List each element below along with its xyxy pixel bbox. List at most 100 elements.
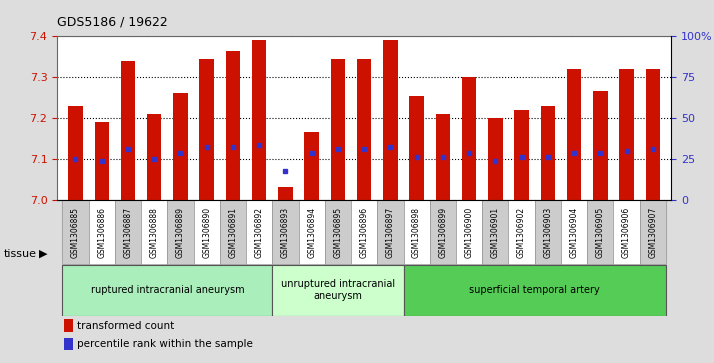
Bar — [377, 200, 403, 264]
Bar — [514, 110, 529, 200]
Bar — [121, 61, 135, 200]
Bar — [436, 114, 450, 200]
Text: GSM1306897: GSM1306897 — [386, 207, 395, 258]
Bar — [167, 200, 193, 258]
Bar — [174, 94, 188, 200]
Bar — [613, 200, 640, 258]
Bar — [645, 69, 660, 200]
Bar — [69, 106, 83, 200]
Bar — [482, 200, 508, 264]
Text: GSM1306893: GSM1306893 — [281, 207, 290, 258]
Bar — [115, 200, 141, 258]
Bar — [62, 200, 89, 264]
Bar — [508, 200, 535, 258]
Bar — [89, 200, 115, 258]
Bar — [62, 265, 272, 316]
Bar — [94, 122, 109, 200]
Bar — [272, 200, 298, 264]
Text: GSM1306892: GSM1306892 — [255, 207, 263, 258]
Bar — [488, 118, 503, 200]
Bar — [587, 200, 613, 258]
Bar — [462, 77, 476, 200]
Bar — [252, 40, 266, 200]
Bar — [220, 200, 246, 258]
Text: GSM1306887: GSM1306887 — [124, 207, 133, 258]
Bar — [593, 91, 608, 200]
Bar — [325, 200, 351, 258]
Bar — [351, 200, 377, 264]
Bar — [535, 200, 561, 264]
Text: GSM1306904: GSM1306904 — [570, 207, 578, 258]
Bar — [383, 40, 398, 200]
Bar — [508, 200, 535, 264]
Text: GSM1306901: GSM1306901 — [491, 207, 500, 258]
Text: ▶: ▶ — [39, 249, 48, 259]
Bar — [357, 59, 371, 200]
Text: GSM1306890: GSM1306890 — [202, 207, 211, 258]
Bar — [278, 187, 293, 200]
Text: GSM1306898: GSM1306898 — [412, 207, 421, 258]
Bar — [567, 69, 581, 200]
Text: GSM1306907: GSM1306907 — [648, 207, 658, 258]
Text: GSM1306888: GSM1306888 — [150, 207, 159, 258]
Bar — [587, 200, 613, 264]
Text: tissue: tissue — [4, 249, 36, 259]
Text: GSM1306903: GSM1306903 — [543, 207, 553, 258]
Bar — [115, 200, 141, 264]
Bar — [640, 200, 666, 258]
Bar — [456, 200, 482, 258]
Text: GSM1306905: GSM1306905 — [595, 207, 605, 258]
Text: GSM1306886: GSM1306886 — [97, 207, 106, 258]
Text: percentile rank within the sample: percentile rank within the sample — [77, 339, 253, 349]
Text: GSM1306902: GSM1306902 — [517, 207, 526, 258]
Text: GSM1306889: GSM1306889 — [176, 207, 185, 258]
Bar — [64, 319, 74, 332]
Bar — [272, 200, 298, 258]
Bar — [141, 200, 167, 264]
Bar — [540, 106, 555, 200]
Text: unruptured intracranial
aneurysm: unruptured intracranial aneurysm — [281, 280, 395, 301]
Bar — [220, 200, 246, 264]
Bar — [246, 200, 272, 264]
Text: GSM1306895: GSM1306895 — [333, 207, 343, 258]
Text: superficial temporal artery: superficial temporal artery — [469, 285, 600, 295]
Text: GSM1306891: GSM1306891 — [228, 207, 238, 258]
Bar — [272, 265, 403, 316]
Bar — [535, 200, 561, 258]
Bar — [403, 200, 430, 258]
Text: GSM1306906: GSM1306906 — [622, 207, 631, 258]
Bar — [304, 132, 319, 200]
Bar — [430, 200, 456, 258]
Bar — [377, 200, 403, 258]
Bar — [561, 200, 587, 258]
Bar — [298, 200, 325, 258]
Text: GSM1306894: GSM1306894 — [307, 207, 316, 258]
Bar — [640, 200, 666, 264]
Bar — [147, 114, 161, 200]
Bar — [226, 50, 240, 200]
Text: ruptured intracranial aneurysm: ruptured intracranial aneurysm — [91, 285, 244, 295]
Text: transformed count: transformed count — [77, 321, 174, 331]
Bar — [62, 200, 89, 258]
Bar — [456, 200, 482, 264]
Text: GDS5186 / 19622: GDS5186 / 19622 — [57, 15, 168, 28]
Bar — [409, 95, 424, 200]
Bar — [193, 200, 220, 264]
Bar — [64, 338, 74, 350]
Bar — [561, 200, 587, 264]
Bar — [482, 200, 508, 258]
Bar — [325, 200, 351, 264]
Bar — [141, 200, 167, 258]
Bar — [246, 200, 272, 258]
Bar — [613, 200, 640, 264]
Bar — [167, 200, 193, 264]
Bar — [351, 200, 377, 258]
Bar — [193, 200, 220, 258]
Bar — [89, 200, 115, 264]
Bar — [298, 200, 325, 264]
Bar — [403, 200, 430, 264]
Bar — [403, 265, 666, 316]
Text: GSM1306899: GSM1306899 — [438, 207, 448, 258]
Bar — [430, 200, 456, 264]
Bar — [331, 59, 345, 200]
